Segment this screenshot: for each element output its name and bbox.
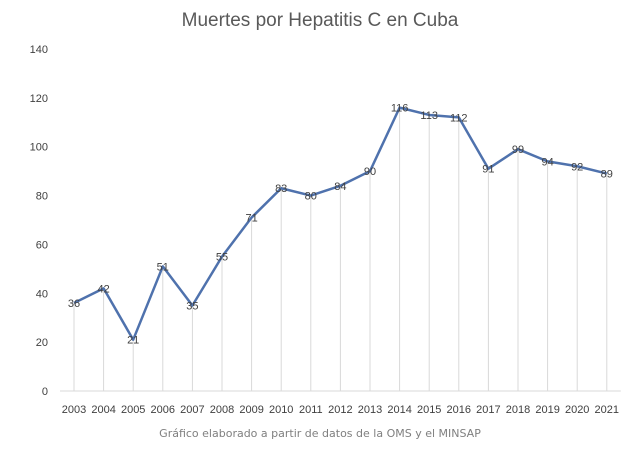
data-label: 92 <box>571 161 583 173</box>
x-tick-label: 2013 <box>358 404 382 416</box>
data-label: 21 <box>127 335 139 347</box>
x-tick-label: 2005 <box>121 404 145 416</box>
y-tick-label: 60 <box>36 239 48 251</box>
x-tick-label: 2007 <box>180 404 204 416</box>
series-line <box>73 106 608 341</box>
data-label: 99 <box>512 144 524 156</box>
y-tick-label: 80 <box>36 191 48 203</box>
data-label: 80 <box>305 191 317 203</box>
x-tick-label: 2008 <box>210 404 234 416</box>
x-tick-label: 2004 <box>91 404 115 416</box>
y-tick-label: 120 <box>30 93 48 105</box>
x-tick-label: 2010 <box>269 404 293 416</box>
data-label: 42 <box>97 283 109 295</box>
data-label: 91 <box>482 164 494 176</box>
data-label: 84 <box>334 181 346 193</box>
y-tick-label: 0 <box>42 386 48 398</box>
x-tick-label: 2014 <box>387 404 411 416</box>
x-tick-label: 2015 <box>417 404 441 416</box>
data-label: 116 <box>391 103 409 115</box>
x-tick-label: 2012 <box>328 404 352 416</box>
y-axis-ticks: 0 20 40 60 80 100 120 140 <box>30 44 48 398</box>
data-label: 55 <box>216 252 228 264</box>
x-tick-label: 2011 <box>299 404 323 416</box>
data-label: 36 <box>68 298 80 310</box>
chart-source-note: Gráfico elaborado a partir de datos de l… <box>159 427 481 440</box>
data-label: 35 <box>186 301 198 313</box>
x-tick-label: 2006 <box>151 404 175 416</box>
x-tick-label: 2018 <box>506 404 530 416</box>
x-tick-label: 2009 <box>239 404 263 416</box>
y-tick-label: 100 <box>30 142 48 154</box>
x-tick-label: 2019 <box>535 404 559 416</box>
data-labels: 36 42 21 51 35 55 71 83 80 84 90 116 113 112 91 99 94 92 8… <box>68 103 613 347</box>
drop-lines <box>73 107 608 391</box>
data-label: 94 <box>541 156 553 168</box>
chart-title: Muertes por Hepatitis C en Cuba <box>181 10 459 31</box>
x-tick-label: 2003 <box>62 404 86 416</box>
x-tick-label: 2020 <box>565 404 589 416</box>
x-axis-ticks: 2003 2004 2005 2006 2007 2008 2009 2010 2011 2012… <box>62 404 619 416</box>
y-tick-label: 140 <box>30 44 48 56</box>
data-label: 113 <box>420 110 438 122</box>
data-label: 83 <box>275 183 287 195</box>
data-label: 112 <box>450 112 468 124</box>
data-label: 51 <box>157 261 169 273</box>
data-label: 71 <box>245 213 257 225</box>
x-tick-label: 2016 <box>447 404 471 416</box>
y-tick-label: 20 <box>36 337 48 349</box>
data-label: 90 <box>364 166 376 178</box>
x-tick-label: 2017 <box>476 404 500 416</box>
data-label: 89 <box>601 169 613 181</box>
y-tick-label: 40 <box>36 288 48 300</box>
x-tick-label: 2021 <box>595 404 619 416</box>
